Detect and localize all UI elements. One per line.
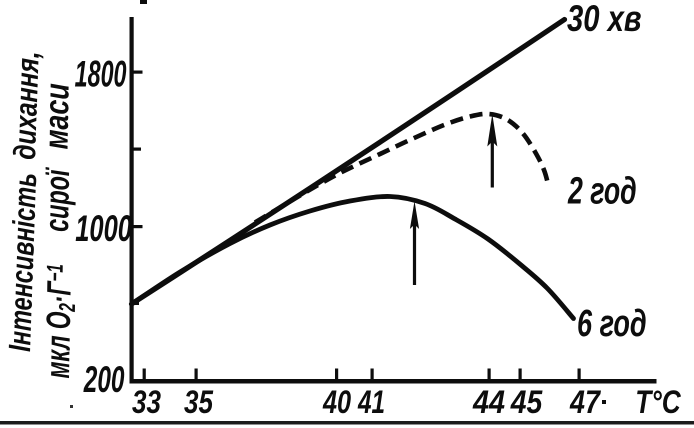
svg-text:45: 45 [510,385,544,420]
svg-text:41: 41 [357,385,385,421]
svg-text:мкл О2·Г−1: мкл О2·Г−1 [40,264,82,379]
svg-text:40: 40 [322,385,351,421]
svg-text:T°C: T°C [635,386,681,421]
svg-text:6 год: 6 год [577,301,647,344]
svg-text:Інтенсивність: Інтенсивність [2,172,43,352]
svg-text:33: 33 [132,386,161,421]
svg-text:1000: 1000 [75,207,132,249]
svg-text:44: 44 [472,385,505,421]
svg-text:47: 47 [569,385,601,421]
svg-text:маси: маси [38,83,77,150]
svg-text:1800: 1800 [75,53,127,95]
svg-text:30 хв: 30 хв [567,0,642,40]
svg-text:2 год: 2 год [567,169,636,212]
svg-text:200: 200 [83,359,125,400]
svg-text:35: 35 [184,386,214,421]
svg-text:сирої: сирої [39,166,77,232]
svg-text:дихання,: дихання, [7,51,45,161]
